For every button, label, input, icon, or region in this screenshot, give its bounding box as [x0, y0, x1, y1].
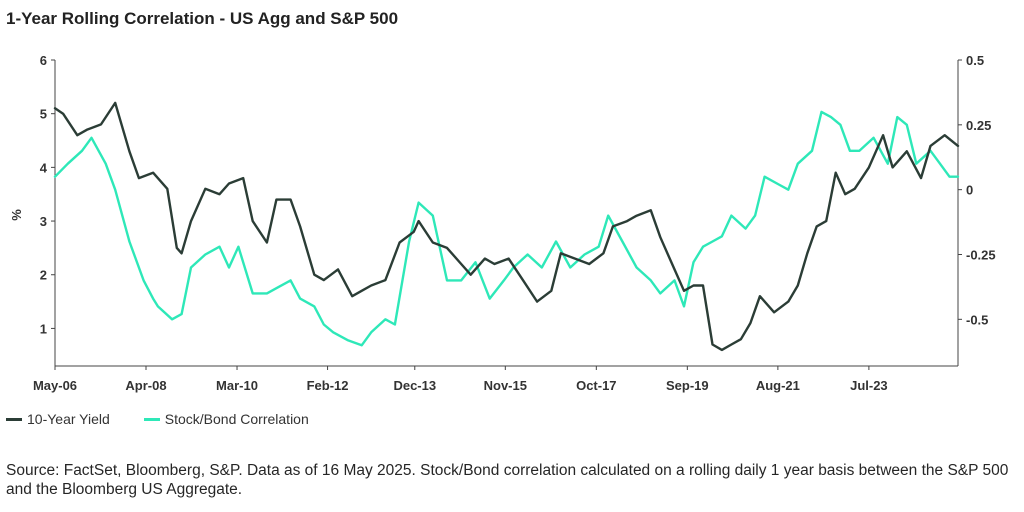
x-tick-label: Feb-12 [307, 378, 349, 393]
x-tick-label: Mar-10 [216, 378, 258, 393]
y-right-tick-label: -0.5 [966, 312, 988, 327]
chart-title: 1-Year Rolling Correlation - US Agg and … [6, 9, 399, 28]
x-tick-label: Sep-19 [666, 378, 709, 393]
legend-item-stock-bond-correlation: Stock/Bond Correlation [143, 411, 309, 427]
y-axis-left-ticks: 1 2 3 4 5 6 [40, 53, 55, 336]
series-layer [53, 101, 960, 352]
x-tick-label: Nov-15 [484, 378, 527, 393]
y-right-tick-label: 0.25 [966, 118, 991, 133]
plot-area [54, 60, 959, 367]
y-left-tick-label: 3 [40, 214, 47, 229]
legend-label-stock-bond-correlation: Stock/Bond Correlation [164, 411, 309, 427]
x-axis-ticks: May-06 Apr-08 Mar-10 Feb-12 Dec-13 Nov-15 Oct-… [33, 366, 888, 393]
x-tick-label: May-06 [33, 378, 77, 393]
x-tick-label: Oct-17 [576, 378, 616, 393]
y-left-tick-label: 2 [40, 268, 47, 283]
legend-swatch-10-year-yield [6, 417, 22, 421]
legend: 10-Year Yield Stock/Bond Correlation [6, 411, 309, 427]
y-right-tick-label: -0.25 [966, 247, 996, 262]
series-line-stock-bond-correlation [53, 110, 960, 347]
y-left-tick-label: 6 [40, 53, 47, 68]
y-right-tick-label: 0 [966, 183, 973, 198]
y-left-tick-label: 1 [40, 321, 47, 336]
y-left-tick-label: 5 [40, 107, 47, 122]
x-tick-label: Dec-13 [393, 378, 436, 393]
legend-item-10-year-yield: 10-Year Yield [6, 411, 110, 427]
x-tick-label: Jul-23 [850, 378, 888, 393]
legend-swatch-stock-bond-correlation [143, 417, 160, 421]
x-tick-label: Apr-08 [125, 378, 166, 393]
series-line-10-year-yield [53, 101, 960, 352]
x-tick-label: Aug-21 [756, 378, 800, 393]
y-right-tick-label: 0.5 [966, 53, 984, 68]
y-axis-label: % [9, 209, 24, 221]
y-axis-right-ticks: 0.5 0.25 0 -0.25 -0.5 [958, 53, 996, 327]
legend-label-10-year-yield: 10-Year Yield [27, 411, 110, 427]
source-note: Source: FactSet, Bloomberg, S&P. Data as… [6, 462, 1009, 498]
y-left-tick-label: 4 [40, 160, 48, 175]
